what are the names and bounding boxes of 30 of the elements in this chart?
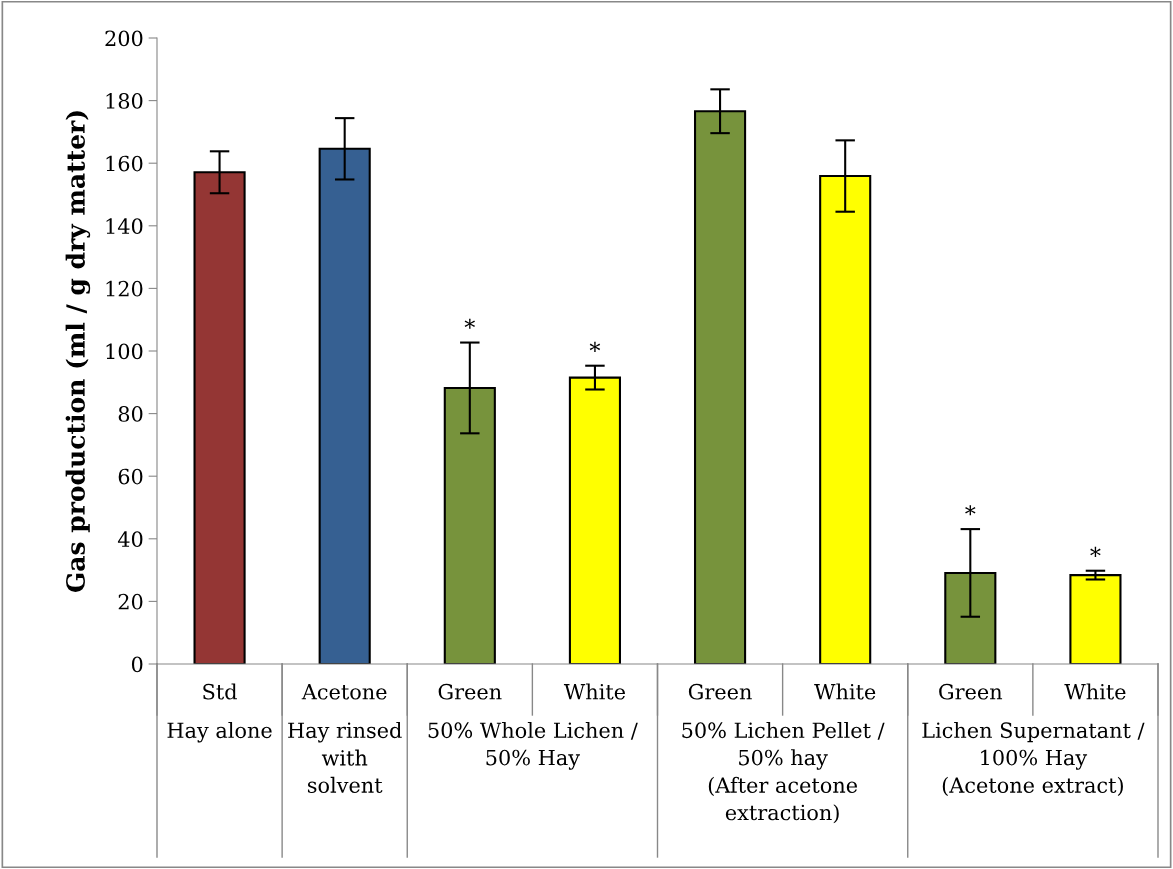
y-tick-label: 120 [106, 280, 143, 297]
y-tick-label: 0 [131, 656, 143, 673]
y-tick-label: 80 [118, 406, 143, 422]
text: Lichen Supernatant / 100% Hay (Acetone extract) [922, 722, 1145, 796]
x-tick-label: Green [939, 683, 1003, 700]
y-tick-label: 60 [118, 468, 143, 485]
data-label: * [464, 318, 476, 329]
y-tick-label: 100 [106, 343, 143, 360]
data-label: * [965, 505, 976, 516]
y-tick-label: 40 [117, 531, 143, 548]
x-tick-label: Green [688, 683, 752, 700]
text: 50% Lichen Pellet / 50% hay (After acetone extraction) [682, 722, 885, 824]
x-tick-label: Green [438, 683, 502, 700]
y-tick-label: 200 [105, 30, 143, 47]
bar [1069, 574, 1122, 664]
y-tick-label: 140 [106, 218, 143, 235]
x-tick-label: White [814, 683, 876, 700]
y-axis-title: Gas production (ml / g dry matter) [65, 111, 91, 593]
x-tick-label: White [563, 683, 625, 700]
text: Hay alone [167, 722, 272, 743]
text: 50% Whole Lichen / 50% Hay [428, 722, 638, 770]
x-tick-label: White [1064, 683, 1126, 700]
text: Hay rinsed with solvent [288, 722, 402, 793]
y-tick-label: 160 [106, 155, 143, 172]
x-tick-label: Std [203, 683, 237, 700]
data-label: * [1090, 546, 1101, 557]
data-label: * [589, 341, 601, 352]
x-tick-label: Acetone [301, 684, 387, 700]
y-tick-label: 180 [106, 93, 143, 109]
y-tick-label: 20 [118, 593, 143, 610]
